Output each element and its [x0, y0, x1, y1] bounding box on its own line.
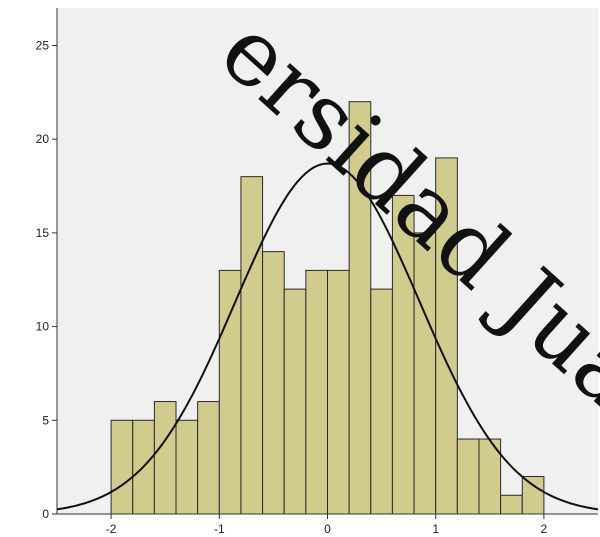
histogram-bar — [283, 288, 307, 515]
histogram-bar — [305, 269, 328, 515]
y-tick-label: 5 — [42, 413, 49, 427]
x-tick-label: -2 — [106, 522, 117, 536]
y-tick-label: 10 — [36, 320, 50, 334]
histogram-bar — [327, 269, 350, 515]
y-tick-label: 25 — [36, 38, 50, 52]
histogram-bar — [175, 419, 199, 515]
histogram-bar — [197, 401, 220, 515]
x-ticks: -2 -1 0 1 2 — [106, 514, 548, 536]
histogram-bar — [413, 232, 437, 515]
histogram-bar — [348, 101, 372, 515]
x-tick-label: 1 — [432, 522, 439, 536]
histogram-bar — [521, 476, 545, 515]
histogram-bar — [435, 157, 458, 515]
histogram-bars — [110, 101, 545, 515]
x-tick-label: -1 — [214, 522, 225, 536]
histogram-bar — [370, 288, 393, 515]
normal-curve — [56, 162, 599, 511]
histogram-bar — [500, 494, 523, 515]
x-tick-label: 2 — [541, 522, 548, 536]
y-ticks: 0 5 10 15 20 25 — [36, 38, 57, 521]
y-tick-label: 20 — [36, 132, 50, 146]
histogram-bar — [110, 419, 134, 515]
histogram-bar — [240, 176, 264, 515]
histogram-bar — [262, 251, 285, 515]
histogram-bar — [456, 438, 480, 515]
histogram-bar — [153, 401, 177, 515]
x-tick-label: 0 — [324, 522, 331, 536]
histogram-bar — [218, 269, 242, 515]
histogram-bar — [391, 194, 415, 515]
y-tick-label: 0 — [42, 507, 49, 521]
y-tick-label: 15 — [36, 226, 50, 240]
